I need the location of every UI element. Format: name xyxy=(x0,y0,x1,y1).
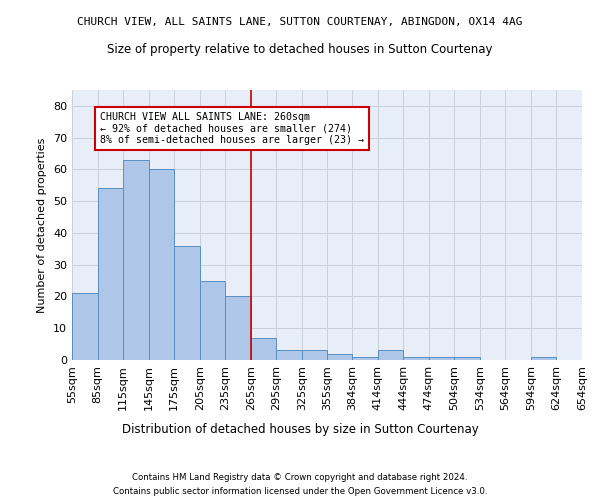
Text: CHURCH VIEW ALL SAINTS LANE: 260sqm
← 92% of detached houses are smaller (274)
8: CHURCH VIEW ALL SAINTS LANE: 260sqm ← 92… xyxy=(100,112,364,146)
Bar xyxy=(149,170,174,360)
Bar xyxy=(302,350,328,360)
Bar xyxy=(377,350,403,360)
Bar xyxy=(174,246,200,360)
Bar xyxy=(352,357,377,360)
Bar xyxy=(98,188,123,360)
Bar xyxy=(72,294,98,360)
Bar xyxy=(277,350,302,360)
Y-axis label: Number of detached properties: Number of detached properties xyxy=(37,138,47,312)
Bar xyxy=(251,338,277,360)
Text: CHURCH VIEW, ALL SAINTS LANE, SUTTON COURTENAY, ABINGDON, OX14 4AG: CHURCH VIEW, ALL SAINTS LANE, SUTTON COU… xyxy=(77,18,523,28)
Bar xyxy=(225,296,251,360)
Text: Distribution of detached houses by size in Sutton Courtenay: Distribution of detached houses by size … xyxy=(122,422,478,436)
Bar xyxy=(429,357,454,360)
Bar xyxy=(454,357,480,360)
Bar xyxy=(200,280,225,360)
Text: Size of property relative to detached houses in Sutton Courtenay: Size of property relative to detached ho… xyxy=(107,42,493,56)
Bar xyxy=(123,160,149,360)
Bar xyxy=(531,357,556,360)
Text: Contains public sector information licensed under the Open Government Licence v3: Contains public sector information licen… xyxy=(113,486,487,496)
Bar xyxy=(403,357,429,360)
Text: Contains HM Land Registry data © Crown copyright and database right 2024.: Contains HM Land Registry data © Crown c… xyxy=(132,472,468,482)
Bar xyxy=(328,354,352,360)
